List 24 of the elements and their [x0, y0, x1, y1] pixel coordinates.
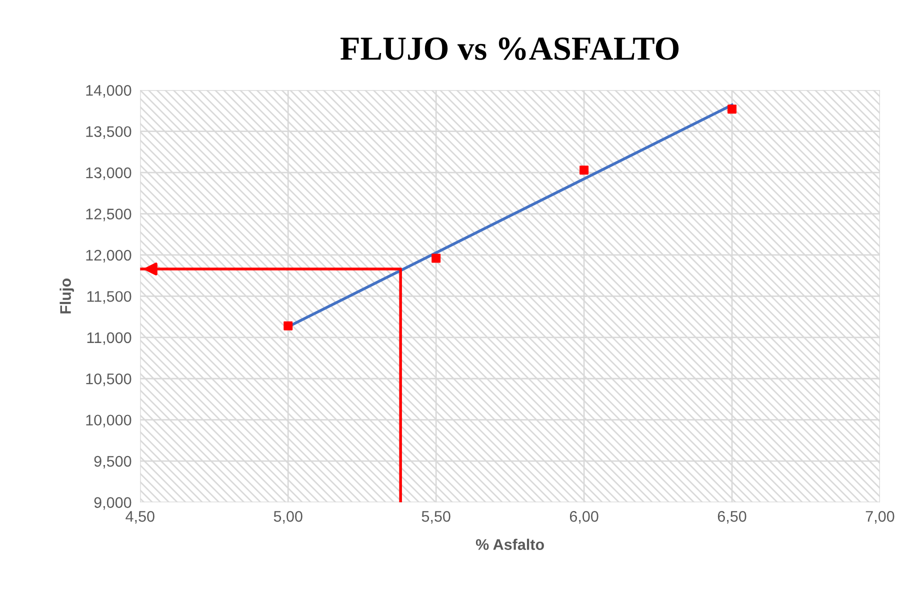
y-tick-label: 13,500: [86, 126, 132, 139]
x-tick-label: 5,00: [274, 511, 302, 524]
y-tick-label: 9,000: [94, 497, 132, 510]
y-tick-label: 12,500: [86, 208, 132, 222]
point: [432, 254, 441, 263]
x-tick-label: 7,00: [866, 511, 894, 524]
y-tick-label: 13,000: [86, 167, 132, 180]
x-tick-label: 4,50: [126, 511, 154, 524]
y-tick-label: 11,500: [87, 291, 132, 304]
chart-title: FLUJO vs %ASFALTO: [340, 37, 679, 60]
y-axis-title: Flujo: [60, 278, 74, 314]
point: [580, 166, 589, 175]
y-tick-label: 11,000: [87, 332, 132, 345]
x-tick-label: 5,50: [422, 511, 450, 524]
y-tick-label: 12,000: [86, 250, 132, 262]
point: [728, 104, 737, 114]
x-tick-label: 6,00: [570, 511, 598, 524]
y-tick-label: 9,500: [94, 456, 132, 469]
y-tick-label: 14,000: [86, 85, 132, 98]
point: [284, 321, 293, 330]
x-axis-title: % Asfalto: [476, 538, 544, 550]
y-tick-label: 10,000: [86, 414, 132, 428]
x-tick-label: 6,50: [718, 511, 746, 524]
y-tick-label: 10,500: [86, 374, 132, 386]
